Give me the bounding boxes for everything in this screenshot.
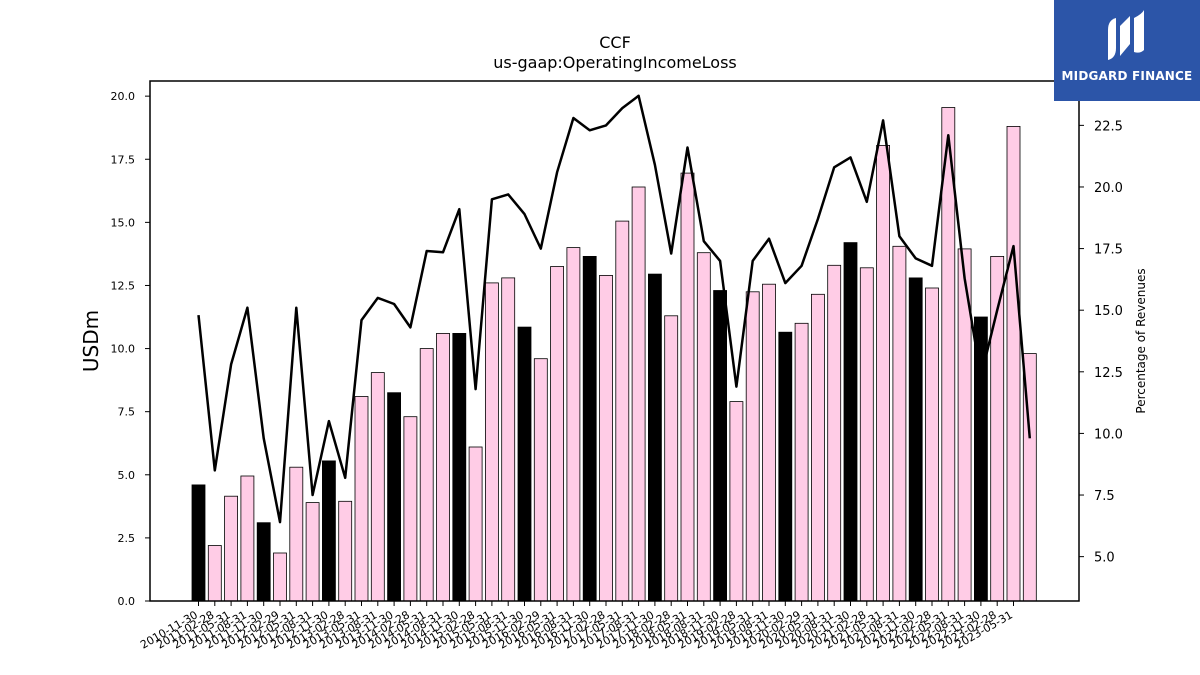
bar (599, 274, 613, 602)
chart-subtitle: us-gaap:OperatingIncomeLoss (493, 53, 737, 72)
y2-axis-label: Percentage of Revenues (1134, 268, 1148, 413)
bar (191, 484, 206, 602)
bar (615, 220, 630, 602)
bar (501, 277, 516, 602)
y2-tick-label: 5.0 (1094, 551, 1115, 566)
bar (811, 293, 825, 602)
y2-tick-label: 7.5 (1094, 489, 1115, 504)
bar (436, 332, 450, 602)
y-tick-label: 15.0 (111, 216, 136, 229)
y2-tick-label: 22.5 (1094, 119, 1123, 134)
y2-tick-label: 20.0 (1094, 181, 1123, 196)
plot-area: 0.0 2.5 5.0 7.5 10.0 12.5 15.0 17.5 20.0 5.0 7.5 10… (111, 90, 1123, 651)
bar (664, 315, 679, 602)
bar (908, 277, 923, 602)
y-tick-label: 20.0 (111, 90, 136, 103)
y-tick-label: 0.0 (118, 595, 136, 608)
bar (468, 446, 483, 602)
bar (452, 332, 467, 602)
y-axis-label: USDm (79, 310, 103, 372)
y-tick-label: 10.0 (111, 343, 136, 356)
bar (305, 502, 320, 602)
bar (843, 242, 858, 602)
bar (321, 460, 336, 602)
y-tick-label: 17.5 (111, 153, 136, 166)
y-tick-label: 12.5 (111, 279, 136, 292)
plot-frame (149, 80, 1080, 602)
y2-tick-label: 10.0 (1094, 427, 1123, 442)
bar (680, 172, 695, 602)
bar (240, 475, 255, 602)
bar (762, 283, 776, 602)
bar (256, 522, 271, 602)
y2-tick-label: 12.5 (1094, 366, 1123, 381)
bar (729, 401, 744, 602)
bar (876, 144, 890, 602)
percentage-line (197, 94, 1032, 524)
bar (370, 372, 385, 602)
bar (648, 273, 662, 602)
bar (484, 282, 499, 602)
chart-title: CCF (599, 33, 631, 52)
logo-text: MIDGARD FINANCE (1061, 69, 1193, 83)
bar (533, 358, 548, 602)
bar (582, 255, 597, 602)
y2-tick-label: 15.0 (1094, 304, 1123, 319)
midgard-finance-logo: MIDGARD FINANCE (1054, 0, 1200, 101)
bar (566, 247, 581, 602)
y2-tick-label: 17.5 (1094, 243, 1123, 258)
bar (713, 290, 727, 602)
bar (892, 245, 907, 602)
bar (859, 267, 874, 602)
bar (631, 186, 646, 602)
bar (550, 266, 564, 602)
bar (354, 396, 369, 602)
bar (273, 552, 287, 602)
bar (517, 326, 532, 602)
bar (338, 500, 353, 602)
bar (1006, 126, 1021, 602)
y-tick-label: 5.0 (118, 469, 136, 482)
bar (794, 322, 809, 602)
bar (745, 291, 760, 602)
y-tick-label: 7.5 (118, 406, 136, 419)
bar (778, 331, 793, 602)
y-tick-label: 2.5 (118, 532, 136, 545)
bar (289, 466, 304, 602)
bar (696, 252, 711, 602)
bar (207, 545, 222, 602)
bar (419, 348, 434, 602)
bar (403, 416, 418, 602)
bar (925, 287, 939, 602)
bar (224, 495, 239, 602)
midgard-logo-icon (1108, 10, 1144, 60)
bar (387, 392, 402, 602)
bar (827, 264, 842, 602)
